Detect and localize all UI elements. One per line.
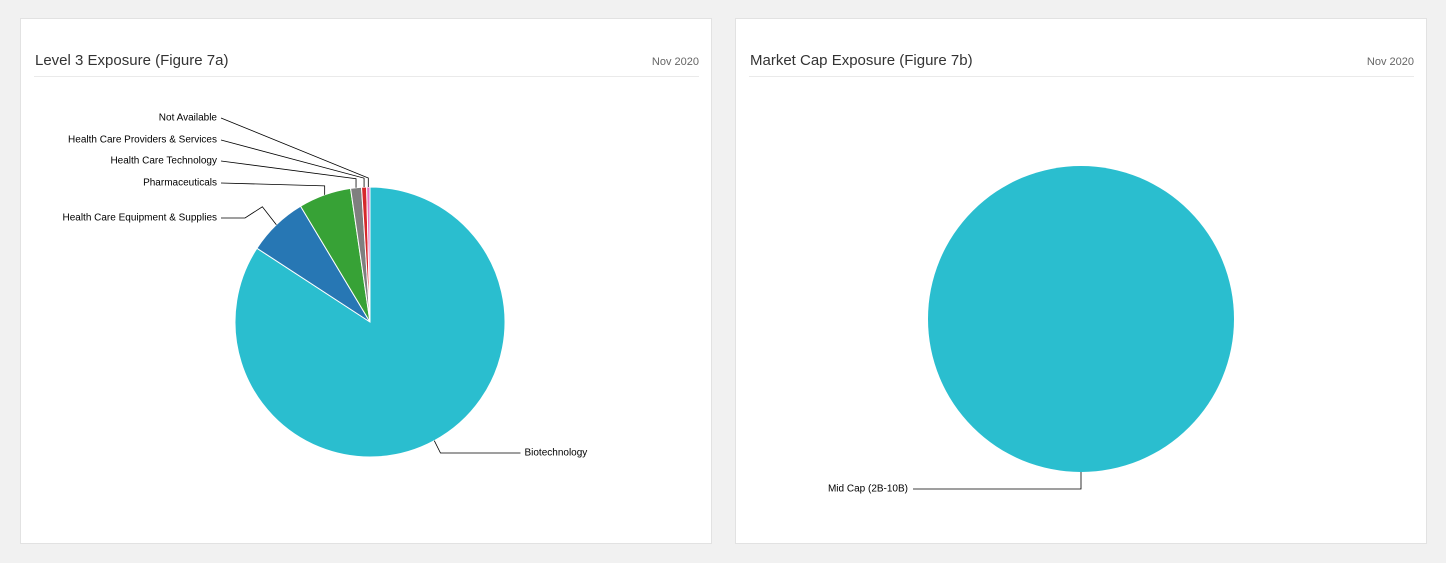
- pie-slice-not-available[interactable]: [366, 186, 371, 323]
- callout-line-health-care-providers-services: [220, 139, 365, 188]
- callout-line-pharmaceuticals: [220, 182, 326, 195]
- market-cap-pie-chart: Mid Cap (2B-10B): [828, 166, 1234, 495]
- callout-line-not-available: [220, 117, 369, 188]
- slice-label-health-care-technology: Health Care Technology: [110, 156, 217, 167]
- panel-header: Market Cap Exposure (Figure 7b) Nov 2020: [749, 49, 1414, 77]
- panel-header: Level 3 Exposure (Figure 7a) Nov 2020: [34, 49, 699, 77]
- slice-label-not-available: Not Available: [159, 113, 218, 124]
- callout-line-health-care-equipment-supplies: [221, 206, 277, 226]
- pie-slice-mid-cap-2b-10b[interactable]: [928, 166, 1234, 472]
- slice-label-biotechnology: Biotechnology: [524, 448, 587, 459]
- slice-label-health-care-equipment-supplies: Health Care Equipment & Supplies: [62, 213, 217, 224]
- slice-label-health-care-providers-services: Health Care Providers & Services: [68, 135, 217, 146]
- chart-panel-market-cap: Market Cap Exposure (Figure 7b) Nov 2020…: [735, 18, 1427, 544]
- slice-label-mid-cap-2b-10b: Mid Cap (2B-10B): [828, 484, 908, 495]
- chart-date: Nov 2020: [1366, 56, 1414, 68]
- chart-date: Nov 2020: [651, 56, 699, 68]
- chart-panel-level3: Level 3 Exposure (Figure 7a) Nov 2020 Bi…: [20, 18, 712, 544]
- chart-title: Market Cap Exposure (Figure 7b): [750, 52, 973, 69]
- slice-label-pharmaceuticals: Pharmaceuticals: [143, 178, 217, 189]
- callout-line-biotechnology: [433, 440, 521, 454]
- callout-line-mid-cap-2b-10b: [913, 472, 1082, 490]
- callout-line-health-care-technology: [220, 160, 357, 188]
- level3-pie-chart: Biotechnology Health Care Equipment & Sup…: [62, 113, 587, 459]
- chart-title: Level 3 Exposure (Figure 7a): [35, 52, 229, 69]
